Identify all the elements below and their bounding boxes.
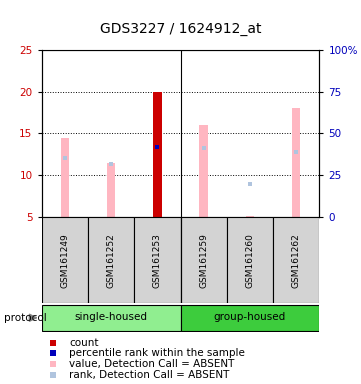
Bar xyxy=(273,217,319,303)
Bar xyxy=(107,163,115,217)
Bar xyxy=(42,217,88,303)
Text: group-housed: group-housed xyxy=(214,312,286,322)
Bar xyxy=(88,217,134,303)
Bar xyxy=(61,137,69,217)
Text: GSM161260: GSM161260 xyxy=(245,233,255,288)
Bar xyxy=(180,305,319,331)
Text: single-housed: single-housed xyxy=(74,312,148,322)
Bar xyxy=(153,147,161,217)
Bar xyxy=(227,217,273,303)
Text: GSM161249: GSM161249 xyxy=(60,233,69,288)
Bar xyxy=(246,216,254,217)
Bar xyxy=(200,125,208,217)
Text: GSM161253: GSM161253 xyxy=(153,233,162,288)
Text: value, Detection Call = ABSENT: value, Detection Call = ABSENT xyxy=(69,359,235,369)
Bar xyxy=(153,92,161,217)
Bar xyxy=(42,305,180,331)
Text: GSM161259: GSM161259 xyxy=(199,233,208,288)
Text: GSM161252: GSM161252 xyxy=(106,233,116,288)
Text: GDS3227 / 1624912_at: GDS3227 / 1624912_at xyxy=(100,23,261,36)
Bar xyxy=(134,217,180,303)
Text: rank, Detection Call = ABSENT: rank, Detection Call = ABSENT xyxy=(69,370,230,381)
Text: protocol: protocol xyxy=(4,313,46,323)
Bar xyxy=(180,217,227,303)
Bar xyxy=(292,108,300,217)
Text: GSM161262: GSM161262 xyxy=(292,233,301,288)
Text: count: count xyxy=(69,338,99,348)
Text: percentile rank within the sample: percentile rank within the sample xyxy=(69,348,245,358)
